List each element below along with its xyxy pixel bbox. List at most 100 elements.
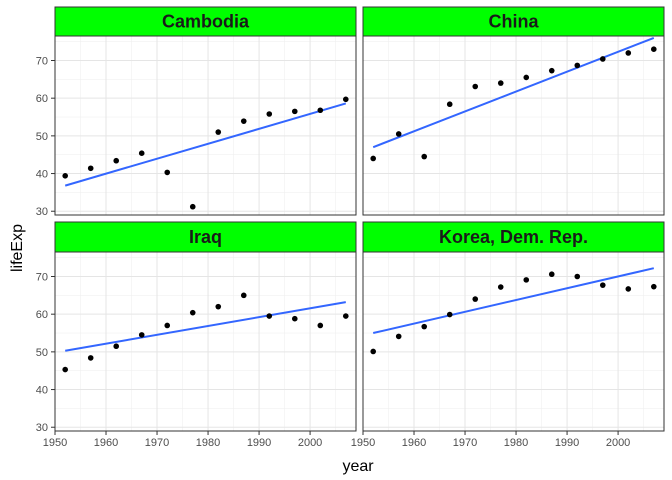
data-point (650, 283, 657, 290)
x-tick-label: 1980 (196, 437, 220, 449)
data-point (548, 67, 555, 74)
y-tick-label: 40 (36, 385, 48, 397)
data-point (87, 165, 94, 172)
facet-strip (362, 6, 665, 37)
data-point (599, 56, 606, 62)
x-axis-title: year (342, 458, 374, 475)
data-point (421, 323, 428, 330)
y-tick-label: 70 (36, 271, 48, 283)
data-point (266, 111, 273, 117)
data-point (472, 83, 479, 90)
facet-title: Korea, Dem. Rep. (439, 227, 588, 247)
data-point (395, 333, 402, 340)
data-point (370, 155, 377, 162)
data-point (138, 150, 145, 156)
facet-strip (54, 6, 357, 37)
data-point (164, 322, 171, 329)
y-tick-label: 70 (36, 55, 48, 67)
data-point (113, 343, 120, 350)
data-point (625, 286, 632, 292)
facet-title: Iraq (189, 227, 222, 247)
data-point (317, 107, 324, 114)
panels: Cambodia China Iraq Korea, Dem. Rep. (54, 6, 665, 432)
facet-strip (362, 221, 665, 253)
data-point (189, 203, 196, 210)
data-point (240, 292, 247, 299)
data-point (215, 129, 222, 135)
data-point (189, 309, 196, 316)
data-point (113, 157, 120, 164)
data-point (446, 311, 453, 318)
facet-title: Cambodia (162, 12, 250, 32)
data-point (574, 62, 581, 69)
y-tick-label: 30 (36, 422, 48, 434)
x-tick-label: 1970 (145, 437, 169, 449)
data-point (421, 153, 428, 160)
x-tick-label: 1960 (402, 437, 426, 449)
trend-line (372, 36, 655, 149)
data-point (523, 74, 530, 81)
data-point (317, 322, 324, 329)
data-point (291, 315, 298, 322)
data-point (164, 169, 171, 176)
x-tick-label: 1950 (43, 437, 67, 449)
data-point (266, 313, 273, 319)
data-points (370, 271, 657, 355)
y-axis-title: lifeExp (9, 224, 26, 272)
y-axis-ticks-top-row: 30 40 50 60 70 (36, 55, 55, 218)
data-point (472, 296, 479, 302)
x-axis-ticks-left-column: 1950 1960 1970 1980 1990 2000 (43, 431, 322, 449)
facet-title: China (488, 12, 539, 32)
x-tick-label: 2000 (606, 437, 630, 449)
data-point (523, 277, 530, 283)
data-point (291, 108, 298, 115)
gridlines (54, 252, 356, 431)
data-point (62, 366, 69, 373)
x-axis-ticks-right-column: 1950 1960 1970 1980 1990 2000 (351, 431, 630, 449)
x-tick-label: 1950 (351, 437, 375, 449)
y-tick-label: 50 (36, 131, 48, 143)
data-point (240, 118, 247, 124)
data-point (62, 173, 69, 179)
data-point (395, 131, 402, 137)
x-tick-label: 1980 (504, 437, 528, 449)
panel-cambodia: Cambodia (54, 6, 357, 216)
data-point (599, 282, 606, 288)
trend-line (372, 267, 655, 334)
x-tick-label: 1990 (247, 437, 271, 449)
x-tick-label: 2000 (298, 437, 322, 449)
data-point (342, 313, 349, 319)
panel-border (362, 251, 665, 432)
panel-border (362, 35, 665, 216)
y-tick-label: 40 (36, 169, 48, 181)
panel-korea-dem-rep: Korea, Dem. Rep. (362, 221, 665, 432)
data-points (62, 292, 349, 373)
trend-line (64, 102, 347, 187)
panel-background (55, 36, 356, 215)
trend-line (65, 301, 346, 352)
y-tick-label: 60 (36, 93, 48, 105)
y-tick-label: 30 (36, 206, 48, 218)
x-tick-label: 1970 (453, 437, 477, 449)
panel-iraq: Iraq (54, 221, 357, 432)
panel-background (55, 252, 356, 431)
y-tick-label: 50 (36, 347, 48, 359)
data-point (215, 303, 222, 310)
x-tick-label: 1990 (555, 437, 579, 449)
panel-border (54, 35, 357, 216)
data-point (370, 348, 377, 355)
data-point (548, 271, 555, 278)
y-tick-label: 60 (36, 309, 48, 321)
data-points (370, 46, 657, 162)
gridlines (54, 36, 356, 215)
panel-border (54, 251, 357, 432)
facet-strip (54, 221, 357, 253)
x-tick-label: 1960 (94, 437, 118, 449)
data-points (62, 96, 349, 210)
data-point (138, 332, 145, 338)
y-axis-ticks-bottom-row: 30 40 50 60 70 (36, 271, 55, 434)
data-point (446, 101, 453, 108)
data-point (497, 80, 504, 86)
data-point (497, 284, 504, 290)
